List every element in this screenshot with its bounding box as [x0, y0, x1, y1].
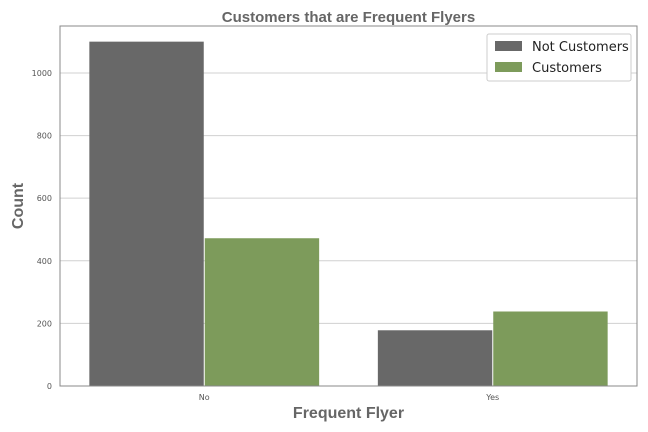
- x-axis-title: Frequent Flyer: [293, 405, 404, 422]
- legend-label: Not Customers: [532, 40, 629, 55]
- y-tick-label: 0: [47, 382, 52, 391]
- legend-box: [486, 33, 632, 82]
- y-tick-label: 600: [37, 194, 52, 203]
- legend-swatch: [495, 62, 522, 72]
- bar-customers-no: [204, 238, 320, 386]
- x-axis-ticks: No Yes: [199, 393, 499, 402]
- bar-not-customers-yes: [377, 330, 493, 386]
- y-tick-label: 1000: [32, 69, 52, 78]
- x-tick-label: Yes: [485, 393, 499, 402]
- bars: [89, 41, 608, 387]
- bar-customers-yes: [493, 311, 608, 386]
- bar-not-customers-no: [89, 41, 204, 387]
- chart-title: Customers that are Frequent Flyers: [222, 9, 475, 26]
- legend-label: Customers: [532, 61, 602, 76]
- legend-swatch: [495, 41, 522, 51]
- x-tick-label: No: [199, 393, 210, 402]
- legend: Not Customers Customers: [486, 33, 632, 82]
- plot-frame: [59, 25, 638, 387]
- y-axis-title: Count: [10, 182, 27, 229]
- y-axis-ticks: 0 200 400 600 800 1000: [32, 69, 52, 391]
- y-tick-label: 400: [37, 257, 52, 266]
- y-tick-label: 200: [37, 319, 52, 328]
- y-tick-label: 800: [37, 132, 52, 141]
